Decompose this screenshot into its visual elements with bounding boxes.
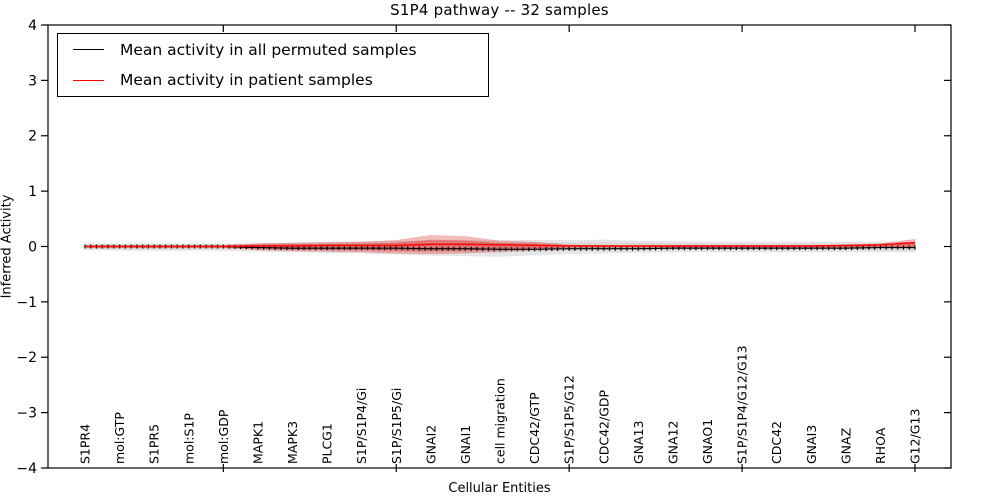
y-tick-label: 1 xyxy=(28,184,37,200)
category-label: GNAZ xyxy=(838,428,853,464)
legend: Mean activity in all permuted samples Me… xyxy=(57,33,489,97)
category-label: CDC42 xyxy=(769,421,784,464)
legend-entry-permuted: Mean activity in all permuted samples xyxy=(58,35,488,65)
y-tick-label: −1 xyxy=(16,295,37,311)
x-axis-title: Cellular Entities xyxy=(448,481,551,496)
chart-title: S1P4 pathway -- 32 samples xyxy=(390,1,609,19)
category-label: cell migration xyxy=(493,378,508,464)
category-label: mol:S1P xyxy=(181,413,196,464)
legend-entry-patient: Mean activity in patient samples xyxy=(58,65,488,95)
legend-label-patient: Mean activity in patient samples xyxy=(120,71,373,90)
y-tick-label: −2 xyxy=(16,350,37,366)
category-label: GNAI3 xyxy=(804,425,819,464)
category-label: S1P/S1P5/G12 xyxy=(562,375,577,464)
category-label: mol:GDP xyxy=(216,409,231,464)
y-tick-label: 2 xyxy=(28,129,37,145)
category-label: CDC42/GTP xyxy=(527,392,542,464)
category-label: RHOA xyxy=(873,427,888,464)
y-tick-label: 4 xyxy=(28,18,37,34)
category-label: GNA13 xyxy=(631,421,646,465)
category-label: GNA12 xyxy=(665,421,680,465)
category-label: GNAI1 xyxy=(458,425,473,464)
category-label: S1P/S1P4/Gi xyxy=(354,388,369,464)
legend-label-permuted: Mean activity in all permuted samples xyxy=(120,40,417,59)
y-tick-label: −4 xyxy=(16,461,37,477)
y-tick-label: 3 xyxy=(28,73,37,89)
y-axis-title: Inferred Activity xyxy=(0,194,15,299)
y-tick-label: 0 xyxy=(28,239,37,255)
category-label: S1PR4 xyxy=(78,424,93,464)
y-tick-label: −3 xyxy=(16,406,37,422)
patient-mean-line xyxy=(85,241,916,248)
category-label: S1P/S1P5/Gi xyxy=(389,388,404,464)
category-label: GNAO1 xyxy=(700,419,715,464)
category-label: mol:GTP xyxy=(112,412,127,464)
category-label: G12/G13 xyxy=(908,409,923,464)
category-label: MAPK1 xyxy=(250,421,265,464)
category-label: PLCG1 xyxy=(320,423,335,464)
legend-line-sample-permuted xyxy=(73,49,104,51)
category-label: CDC42/GDP xyxy=(596,389,611,464)
category-label: MAPK3 xyxy=(285,421,300,464)
category-label: S1PR5 xyxy=(147,424,162,464)
category-label: S1P/S1P4/G12/G13 xyxy=(735,345,750,464)
legend-line-sample-patient xyxy=(73,79,104,81)
category-label: GNAI2 xyxy=(423,425,438,464)
